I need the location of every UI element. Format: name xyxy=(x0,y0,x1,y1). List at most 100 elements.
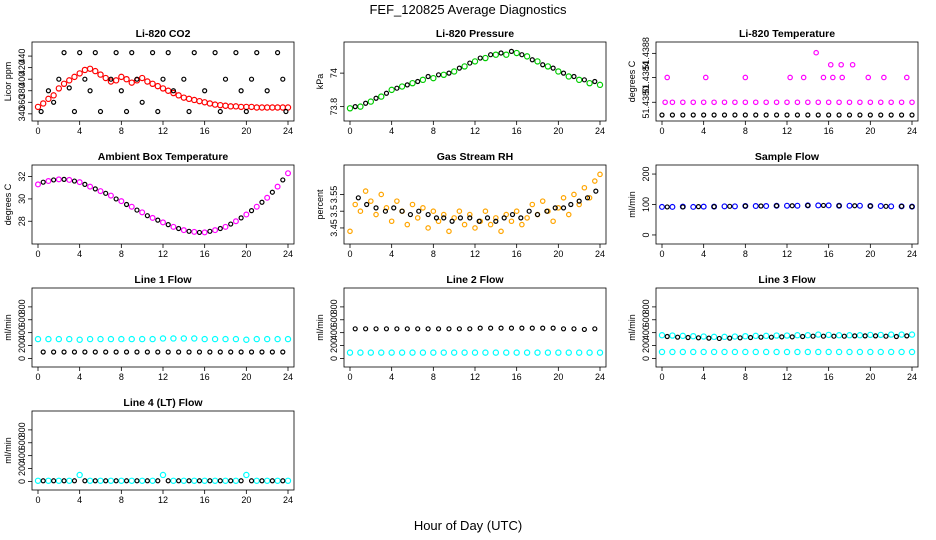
data-point xyxy=(690,332,697,340)
data-point xyxy=(159,85,167,92)
data-point xyxy=(212,227,219,234)
data-point xyxy=(576,201,582,208)
data-point xyxy=(482,349,489,356)
data-point xyxy=(877,203,884,210)
data-point xyxy=(440,349,447,356)
data-point xyxy=(388,349,395,356)
data-point xyxy=(768,334,774,340)
data-point xyxy=(679,332,687,340)
plot-frame xyxy=(655,41,919,122)
data-point xyxy=(888,112,894,118)
data-point xyxy=(440,71,447,79)
data-point xyxy=(274,183,281,190)
data-point xyxy=(394,85,400,91)
x-tick-label: 16 xyxy=(200,372,210,382)
x-tick-label: 8 xyxy=(119,372,124,382)
data-point xyxy=(66,335,73,343)
panel-title: Line 1 Flow xyxy=(134,274,192,286)
data-point xyxy=(813,49,819,56)
data-point xyxy=(742,332,749,340)
data-point xyxy=(804,348,812,356)
x-tick-label: 4 xyxy=(77,126,82,136)
y-tick-label: 0 xyxy=(17,479,27,484)
data-point xyxy=(71,108,78,115)
x-tick-label: 0 xyxy=(35,495,40,505)
data-point xyxy=(565,349,572,356)
data-point xyxy=(586,349,593,356)
y-tick-label: 400 xyxy=(641,325,651,340)
y-tick-label: 0 xyxy=(329,356,339,361)
data-point xyxy=(852,333,858,339)
data-point xyxy=(217,349,223,355)
y-tick-label: 800 xyxy=(17,422,27,437)
data-point xyxy=(555,205,562,211)
data-point xyxy=(773,348,780,356)
data-point xyxy=(97,71,104,78)
data-point xyxy=(492,51,500,58)
data-point xyxy=(805,202,811,209)
data-point xyxy=(664,333,670,340)
x-tick-label: 24 xyxy=(907,372,917,382)
data-point xyxy=(550,65,556,71)
data-point xyxy=(425,225,431,231)
data-point xyxy=(685,334,691,341)
data-point xyxy=(836,99,842,106)
data-point xyxy=(742,112,748,118)
data-point xyxy=(40,349,46,355)
x-tick-label: 24 xyxy=(907,249,917,259)
data-point xyxy=(881,74,887,81)
data-point xyxy=(509,211,516,218)
data-point xyxy=(363,100,369,106)
data-point xyxy=(103,349,109,355)
data-point xyxy=(243,211,250,218)
data-point xyxy=(51,99,57,105)
data-point xyxy=(160,76,166,82)
data-point xyxy=(113,349,119,355)
data-point xyxy=(155,108,161,115)
data-point xyxy=(269,478,275,484)
data-point xyxy=(82,478,88,484)
data-point xyxy=(727,203,733,209)
data-point xyxy=(846,99,853,106)
data-point xyxy=(908,348,916,356)
data-point xyxy=(92,349,98,355)
x-tick-label: 20 xyxy=(865,372,875,382)
data-point xyxy=(779,334,785,340)
data-point xyxy=(508,218,515,225)
data-point xyxy=(519,325,525,331)
data-point xyxy=(364,201,370,208)
data-point xyxy=(383,326,390,332)
x-tick-label: 24 xyxy=(283,372,293,382)
data-point xyxy=(800,74,807,81)
data-point xyxy=(825,202,832,209)
data-point xyxy=(815,99,822,106)
data-point xyxy=(170,335,177,342)
data-point xyxy=(112,77,120,84)
data-point xyxy=(710,348,718,356)
data-point xyxy=(503,349,510,356)
data-point xyxy=(731,333,739,340)
data-point xyxy=(45,335,52,343)
y-tick-label: 73.8 xyxy=(329,98,339,116)
data-point xyxy=(222,477,229,484)
panel-title: Line 2 Flow xyxy=(446,274,504,286)
data-point xyxy=(86,65,94,72)
data-point xyxy=(107,477,115,484)
data-point xyxy=(586,195,593,201)
data-point xyxy=(835,332,843,339)
data-point xyxy=(149,335,156,343)
data-point xyxy=(794,99,801,106)
data-point xyxy=(118,88,124,94)
data-point xyxy=(877,331,884,339)
data-point xyxy=(909,204,915,210)
y-tick-label: 800 xyxy=(17,299,27,314)
data-point xyxy=(716,335,722,342)
data-point xyxy=(253,335,260,343)
data-point xyxy=(416,208,422,214)
panel-title: Gas Stream RH xyxy=(437,151,513,163)
data-point xyxy=(186,228,192,234)
x-tick-label: 20 xyxy=(241,249,251,259)
data-point xyxy=(128,203,135,210)
data-point xyxy=(232,335,240,343)
data-point xyxy=(77,50,83,56)
